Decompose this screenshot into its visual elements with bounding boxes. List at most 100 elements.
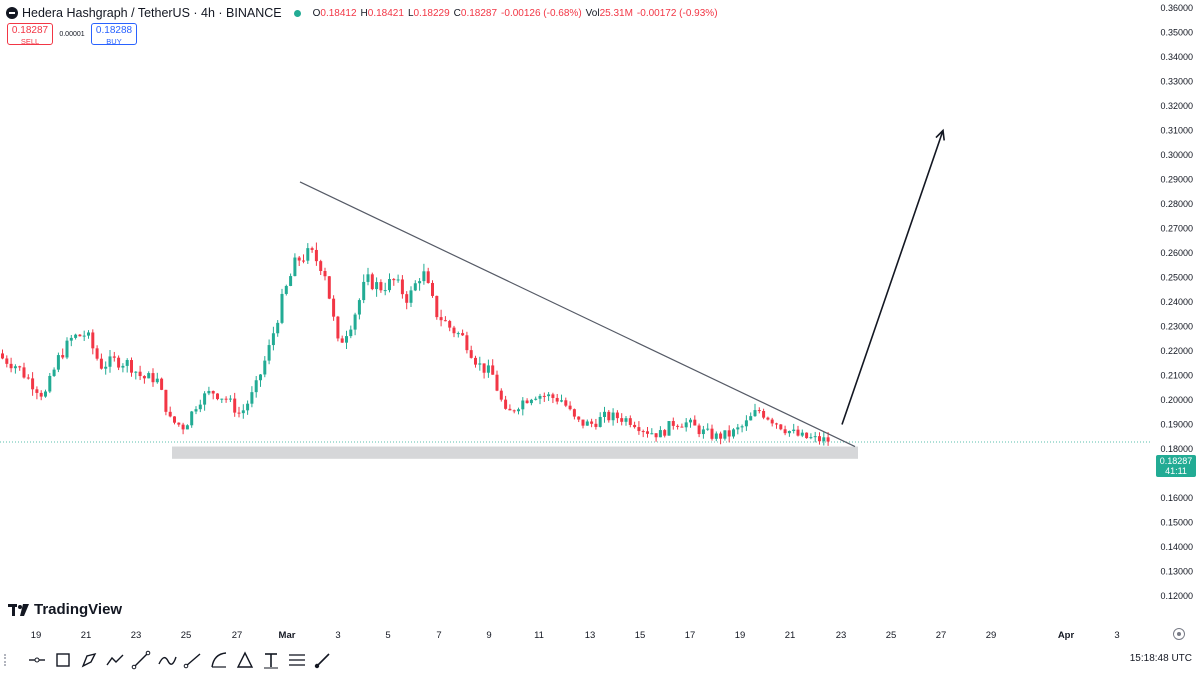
triangle-tool-button[interactable] [232,649,258,671]
polyline-tool-button[interactable] [102,649,128,671]
candle-body [254,380,258,393]
candlesticks [1,242,830,446]
sell-button[interactable]: 0.18287 SELL [7,23,53,46]
arc-icon [211,651,227,668]
price-tick-label: 0.26000 [1160,248,1193,258]
candle-body [753,410,757,417]
ohlc-value: 0.18287 [460,7,498,19]
time-tick-label: 7 [436,630,441,641]
candle-body [78,334,82,337]
candle-body [319,261,323,272]
candle-body [456,333,460,335]
candle-body [465,335,469,351]
candle-body [534,398,538,400]
candle-body [521,400,525,410]
candle-body [302,260,305,262]
candle-body [646,431,649,434]
time-tick-label: 19 [735,630,746,641]
candle-body [56,355,60,370]
candle-body [353,314,357,330]
buy-button[interactable]: 0.18288 BUY [91,23,137,46]
symbol-title[interactable]: Hedera Hashgraph / TetherUS · 4h · BINAN… [22,6,282,20]
candle-body [87,332,90,336]
candle-body [413,283,417,291]
candle-body [52,369,56,376]
candle-body [461,333,465,336]
candle-body [452,327,456,334]
tradingview-logo[interactable]: TradingView [8,601,122,618]
text-tool-button[interactable] [258,649,284,671]
time-tick-label: 23 [836,630,847,641]
horizontal-line-tool-button[interactable] [24,649,50,671]
candle-body [555,397,559,402]
candle-body [237,412,241,414]
path-tool-button[interactable] [76,649,102,671]
price-tick-label: 0.21000 [1160,371,1193,381]
candle-body [740,426,744,428]
time-tick-label: Apr [1058,630,1075,641]
candle-body [409,290,413,303]
price-tick-label: 0.18000 [1160,444,1193,454]
curve-tool-button[interactable] [154,649,180,671]
candle-body [5,358,9,364]
trend-line-tool-button[interactable] [128,649,154,671]
axis-settings-icon[interactable] [1173,628,1185,640]
time-tick-label: 25 [181,630,192,641]
candle-body [800,432,804,436]
brush-tool-button[interactable] [310,649,336,671]
candle-body [762,410,766,418]
tool-list [24,649,336,671]
brand-name: TradingView [34,601,123,618]
candle-body [289,276,293,286]
price-tick-label: 0.24000 [1160,297,1193,307]
candle-body [108,356,112,367]
candle-body [809,437,813,439]
candle-body [22,367,26,378]
candle-body [783,429,787,434]
time-axis[interactable]: 19 21 23 25 27 Mar 3 5 7 9 11 13 15 17 19 21 23 25 27 29 Apr… [31,630,1120,641]
toolbar-grip-icon[interactable] [4,653,16,666]
candle-body [650,433,654,435]
price-tick-label: 0.16000 [1160,493,1193,503]
ohlc-key: O [312,7,321,19]
time-tick-label: 9 [486,630,491,641]
ray-tool-button[interactable] [180,649,206,671]
candle-body [603,411,606,417]
projection-arrow[interactable] [841,130,944,425]
utc-clock[interactable]: 15:18:48 UTC [1129,653,1192,664]
candle-body [689,419,692,423]
candle-body [306,248,310,261]
last-price-label: 0.18287 41:11 [1156,455,1196,477]
triangle-icon [236,650,254,668]
candle-body [787,431,791,434]
arc-tool-button[interactable] [206,649,232,671]
candle-body [250,392,254,404]
candle-body [564,400,568,406]
rectangle-tool-button[interactable] [50,649,76,671]
candle-body [194,409,198,412]
candle-body [426,271,430,283]
candle-body [375,282,379,290]
candle-body [310,248,314,250]
candle-body [280,293,284,323]
candle-body [267,345,271,361]
price-tick-label: 0.32000 [1160,101,1193,111]
horizontal-line-icon [29,657,45,662]
market-open-icon [293,9,301,17]
candle-body [469,350,473,358]
fib-tool-button[interactable] [284,649,310,671]
last-price-value: 0.18287 [1159,456,1193,466]
candle-body [572,409,576,417]
support-zone[interactable] [172,446,858,459]
candle-body [112,356,116,358]
price-axis[interactable]: 0.36000 0.35000 0.34000 0.33000 0.32000 0.310… [1160,3,1193,601]
sell-label: SELL [20,37,40,46]
candle-body [117,357,121,368]
candle-body [732,429,735,437]
descending-trendline[interactable] [299,181,856,448]
polyline-icon [106,654,124,665]
candle-body [327,276,331,299]
candle-body [263,360,267,375]
candle-body [744,420,748,427]
